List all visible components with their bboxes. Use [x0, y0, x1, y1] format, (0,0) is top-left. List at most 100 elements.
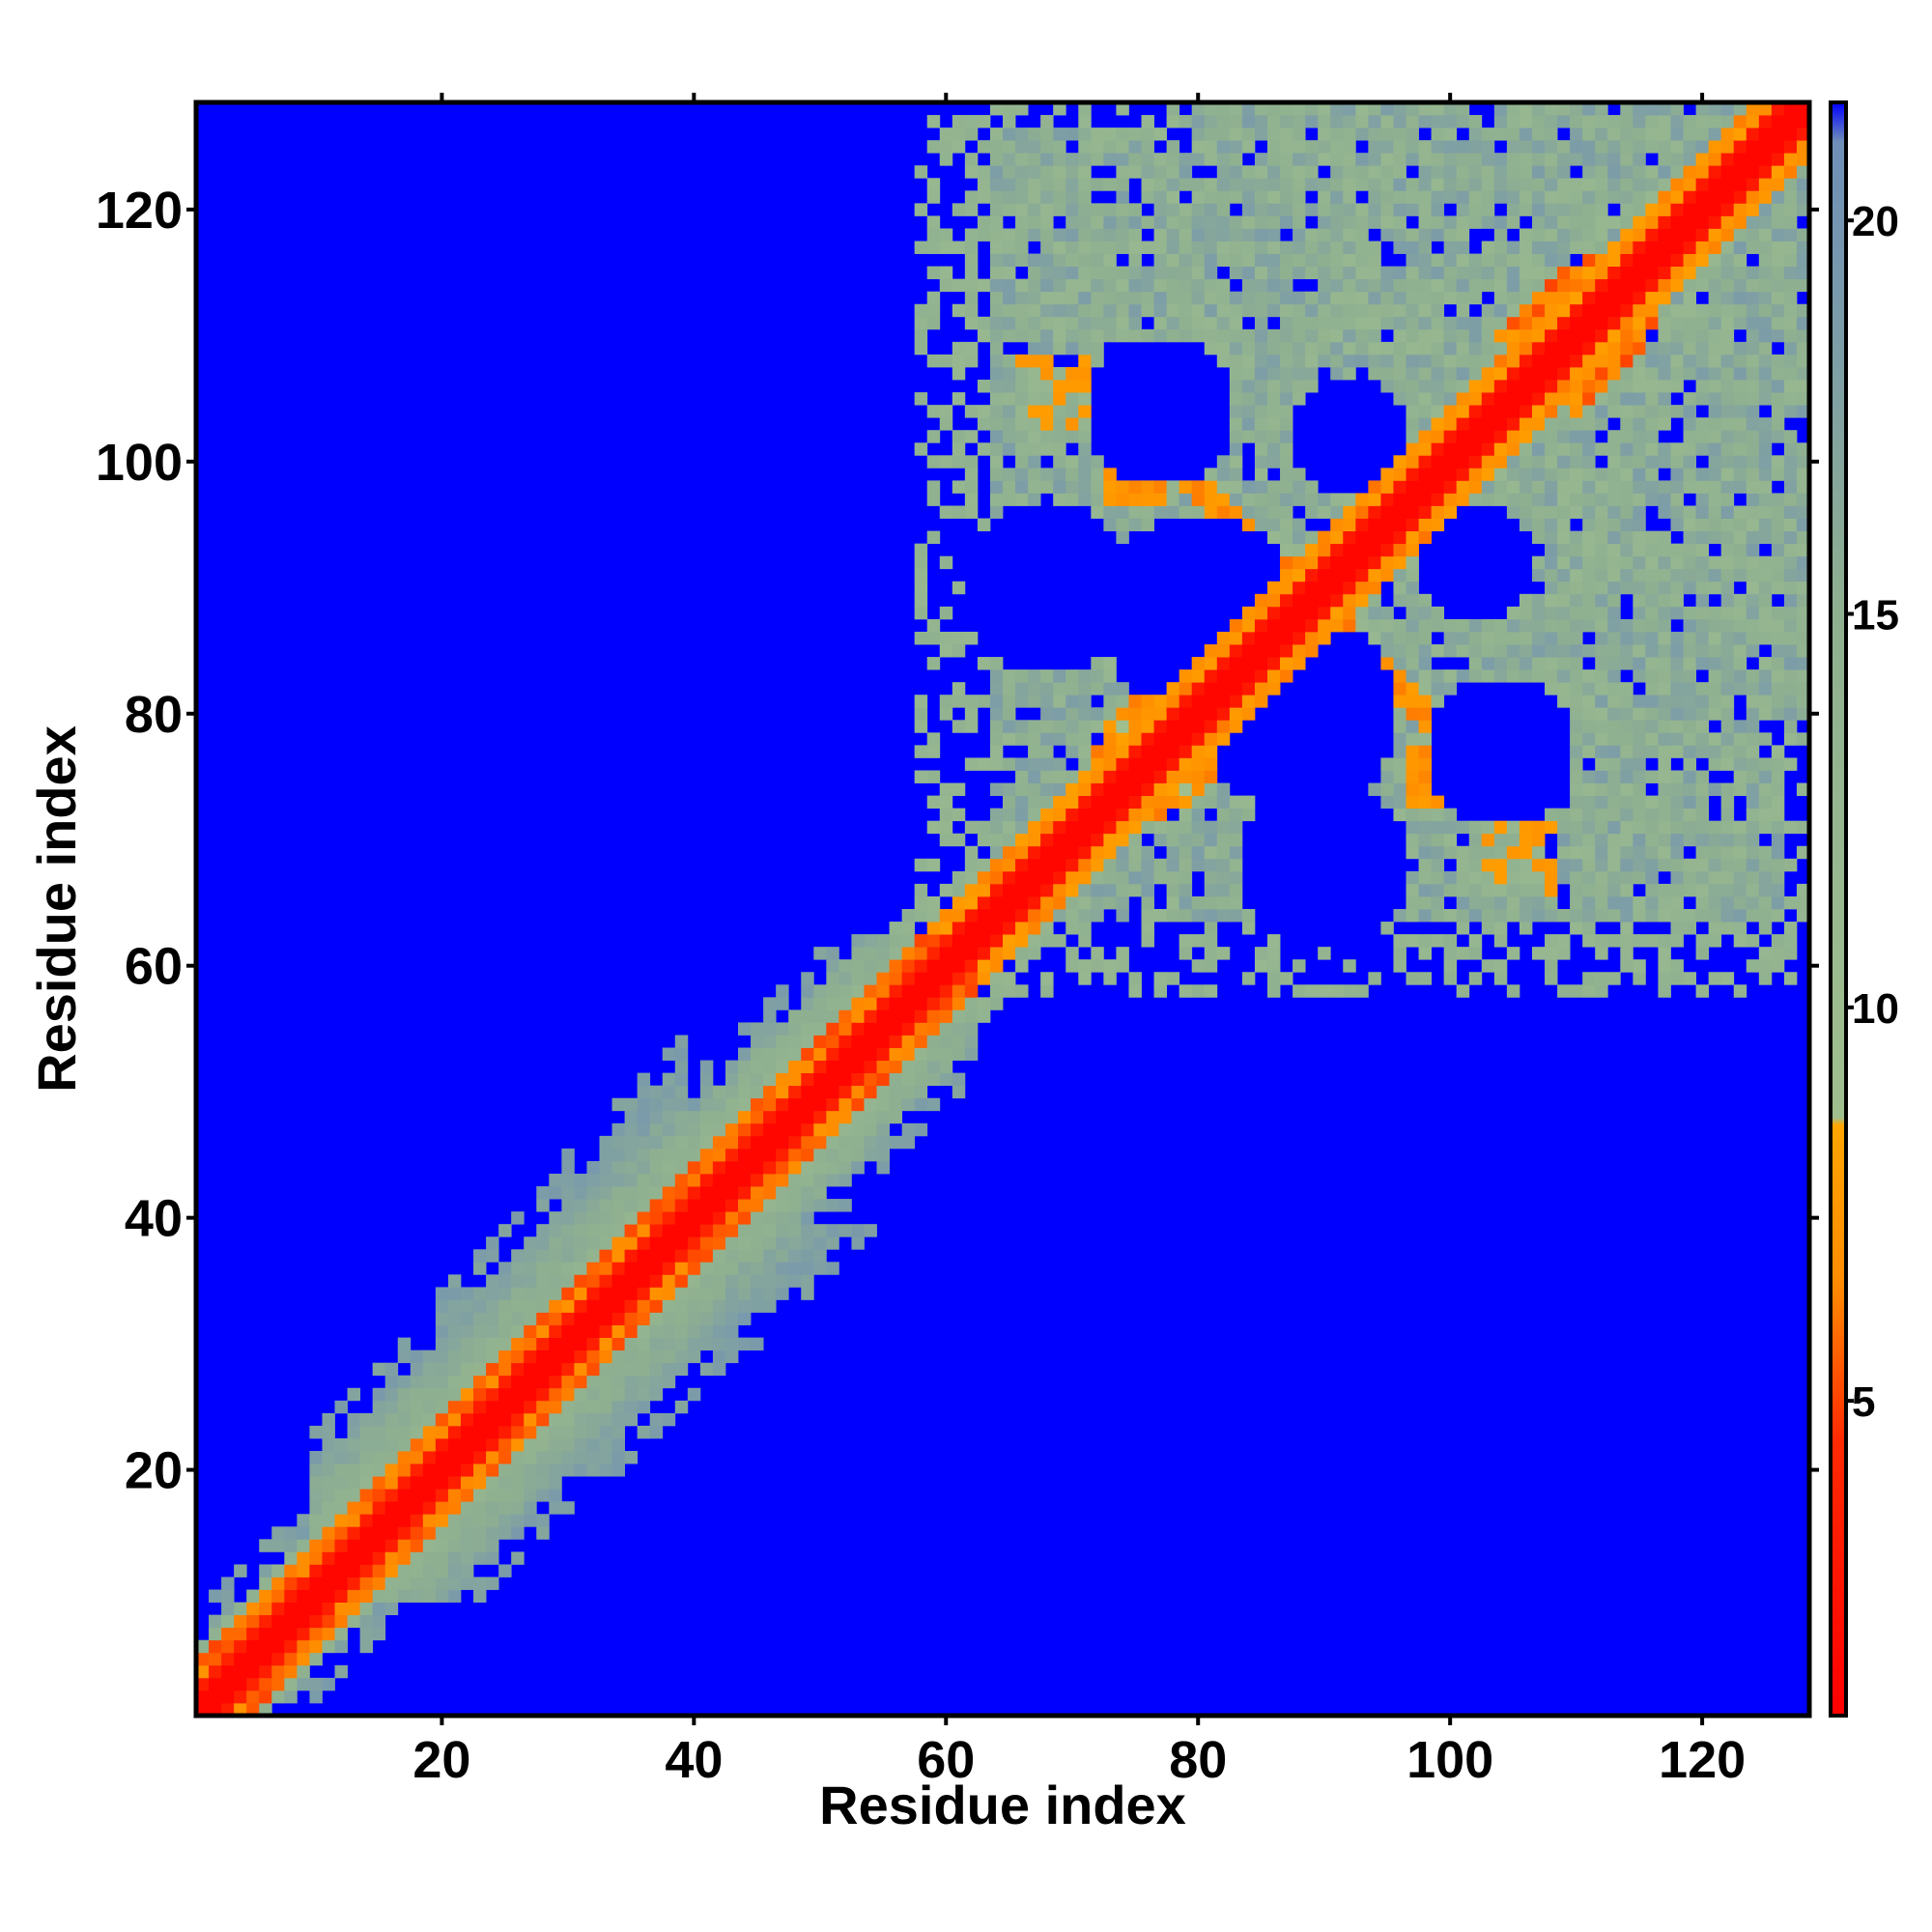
- heatmap-cell: [1141, 178, 1154, 191]
- heatmap-cell: [1783, 392, 1798, 406]
- heatmap-cell: [989, 455, 1004, 469]
- heatmap-cell: [813, 1173, 827, 1187]
- heatmap-cell: [498, 1337, 512, 1351]
- heatmap-cell: [1683, 669, 1696, 683]
- heatmap-cell: [1229, 241, 1243, 254]
- heatmap-cell: [1557, 102, 1571, 116]
- heatmap-cell: [1557, 870, 1571, 885]
- heatmap-cell: [574, 1262, 587, 1275]
- heatmap-cell: [1141, 695, 1154, 708]
- heatmap-cell: [813, 1110, 827, 1124]
- heatmap-cell: [1531, 405, 1546, 418]
- heatmap-cell: [486, 1526, 499, 1540]
- heatmap-cell: [1153, 909, 1168, 923]
- heatmap-cell: [599, 1451, 612, 1464]
- heatmap-cell: [1746, 593, 1760, 608]
- heatmap-cell: [674, 1097, 689, 1112]
- heatmap-cell: [1040, 669, 1054, 683]
- heatmap-cell: [1683, 720, 1696, 733]
- heatmap-cell: [1116, 895, 1129, 910]
- heatmap-cell: [876, 947, 890, 960]
- heatmap-cell: [1783, 720, 1798, 733]
- heatmap-cell: [1468, 455, 1483, 469]
- heatmap-cells: [196, 102, 1810, 1717]
- heatmap-cell: [397, 1437, 412, 1452]
- heatmap-cell: [1153, 215, 1168, 229]
- heatmap-cell: [1116, 266, 1129, 280]
- heatmap-cell: [1128, 316, 1142, 330]
- heatmap-cell: [989, 480, 1004, 494]
- heatmap-cell: [1015, 291, 1029, 305]
- heatmap-cell: [1670, 253, 1684, 268]
- heatmap-cell: [1607, 380, 1621, 393]
- heatmap-cell: [1003, 153, 1016, 166]
- heatmap-cell: [1280, 669, 1293, 683]
- heatmap-cell: [876, 934, 890, 948]
- heatmap-cell: [1645, 417, 1659, 431]
- heatmap-cell: [1545, 518, 1558, 531]
- heatmap-cell: [926, 480, 941, 494]
- heatmap-cell: [1406, 153, 1419, 166]
- heatmap-cell: [952, 241, 966, 254]
- heatmap-cell: [1582, 707, 1596, 721]
- heatmap-cell: [1720, 669, 1735, 683]
- heatmap-cell: [1633, 291, 1646, 305]
- heatmap-cell: [964, 870, 979, 885]
- heatmap-cell: [889, 934, 903, 948]
- heatmap-cell: [1645, 720, 1659, 733]
- heatmap-cell: [410, 1451, 424, 1464]
- heatmap-cell: [1003, 241, 1016, 254]
- heatmap-cell: [1254, 695, 1268, 708]
- heatmap-cell: [1179, 328, 1193, 343]
- heatmap-cell: [1028, 493, 1041, 506]
- heatmap-cell: [536, 1199, 550, 1212]
- colorbar-tick-label: 10: [1852, 985, 1899, 1033]
- heatmap-cell: [1116, 770, 1129, 783]
- heatmap-cell: [1431, 102, 1445, 116]
- heatmap-cell: [1065, 266, 1079, 280]
- heatmap-cell: [1683, 316, 1696, 330]
- heatmap-cell: [876, 959, 890, 973]
- heatmap-cell: [1468, 442, 1483, 456]
- heatmap-cell: [1254, 631, 1268, 645]
- heatmap-cell: [1380, 606, 1394, 620]
- heatmap-cell: [1683, 858, 1696, 872]
- heatmap-cell: [1015, 480, 1029, 494]
- heatmap-cell: [1456, 354, 1470, 368]
- heatmap-cell: [1141, 190, 1154, 204]
- heatmap-cell: [1519, 291, 1533, 305]
- heatmap-cell: [1343, 253, 1356, 268]
- heatmap-cell: [1695, 316, 1710, 330]
- heatmap-cell: [246, 1614, 260, 1629]
- heatmap-cell: [1116, 153, 1129, 166]
- heatmap-cell: [1506, 190, 1520, 204]
- heatmap-cell: [549, 1186, 562, 1200]
- heatmap-cell: [1758, 380, 1773, 393]
- heatmap-cell: [687, 1199, 701, 1212]
- heatmap-cell: [1670, 140, 1684, 154]
- heatmap-cell: [1179, 215, 1193, 229]
- heatmap-cell: [864, 1072, 877, 1087]
- heatmap-cell: [1456, 278, 1470, 293]
- heatmap-cell: [486, 1437, 499, 1452]
- heatmap-cell: [1557, 657, 1571, 670]
- heatmap-cell: [1456, 455, 1470, 469]
- heatmap-cell: [1607, 430, 1621, 443]
- heatmap-cell: [826, 1009, 839, 1023]
- heatmap-cell: [334, 1451, 348, 1464]
- heatmap-cell: [989, 720, 1004, 733]
- heatmap-cell: [1141, 291, 1154, 305]
- heatmap-cell: [1443, 417, 1458, 431]
- heatmap-cell: [1028, 203, 1041, 216]
- heatmap-cell: [1519, 442, 1533, 456]
- heatmap-cell: [964, 278, 979, 293]
- heatmap-cell: [1708, 380, 1722, 393]
- heatmap-cell: [1191, 303, 1206, 318]
- heatmap-cell: [1141, 870, 1154, 885]
- heatmap-cell: [1695, 417, 1710, 431]
- heatmap-cell: [1355, 984, 1369, 998]
- heatmap-cell: [1506, 102, 1520, 116]
- heatmap-cell: [1670, 808, 1684, 822]
- heatmap-cell: [1003, 858, 1016, 872]
- heatmap-cell: [1582, 128, 1596, 141]
